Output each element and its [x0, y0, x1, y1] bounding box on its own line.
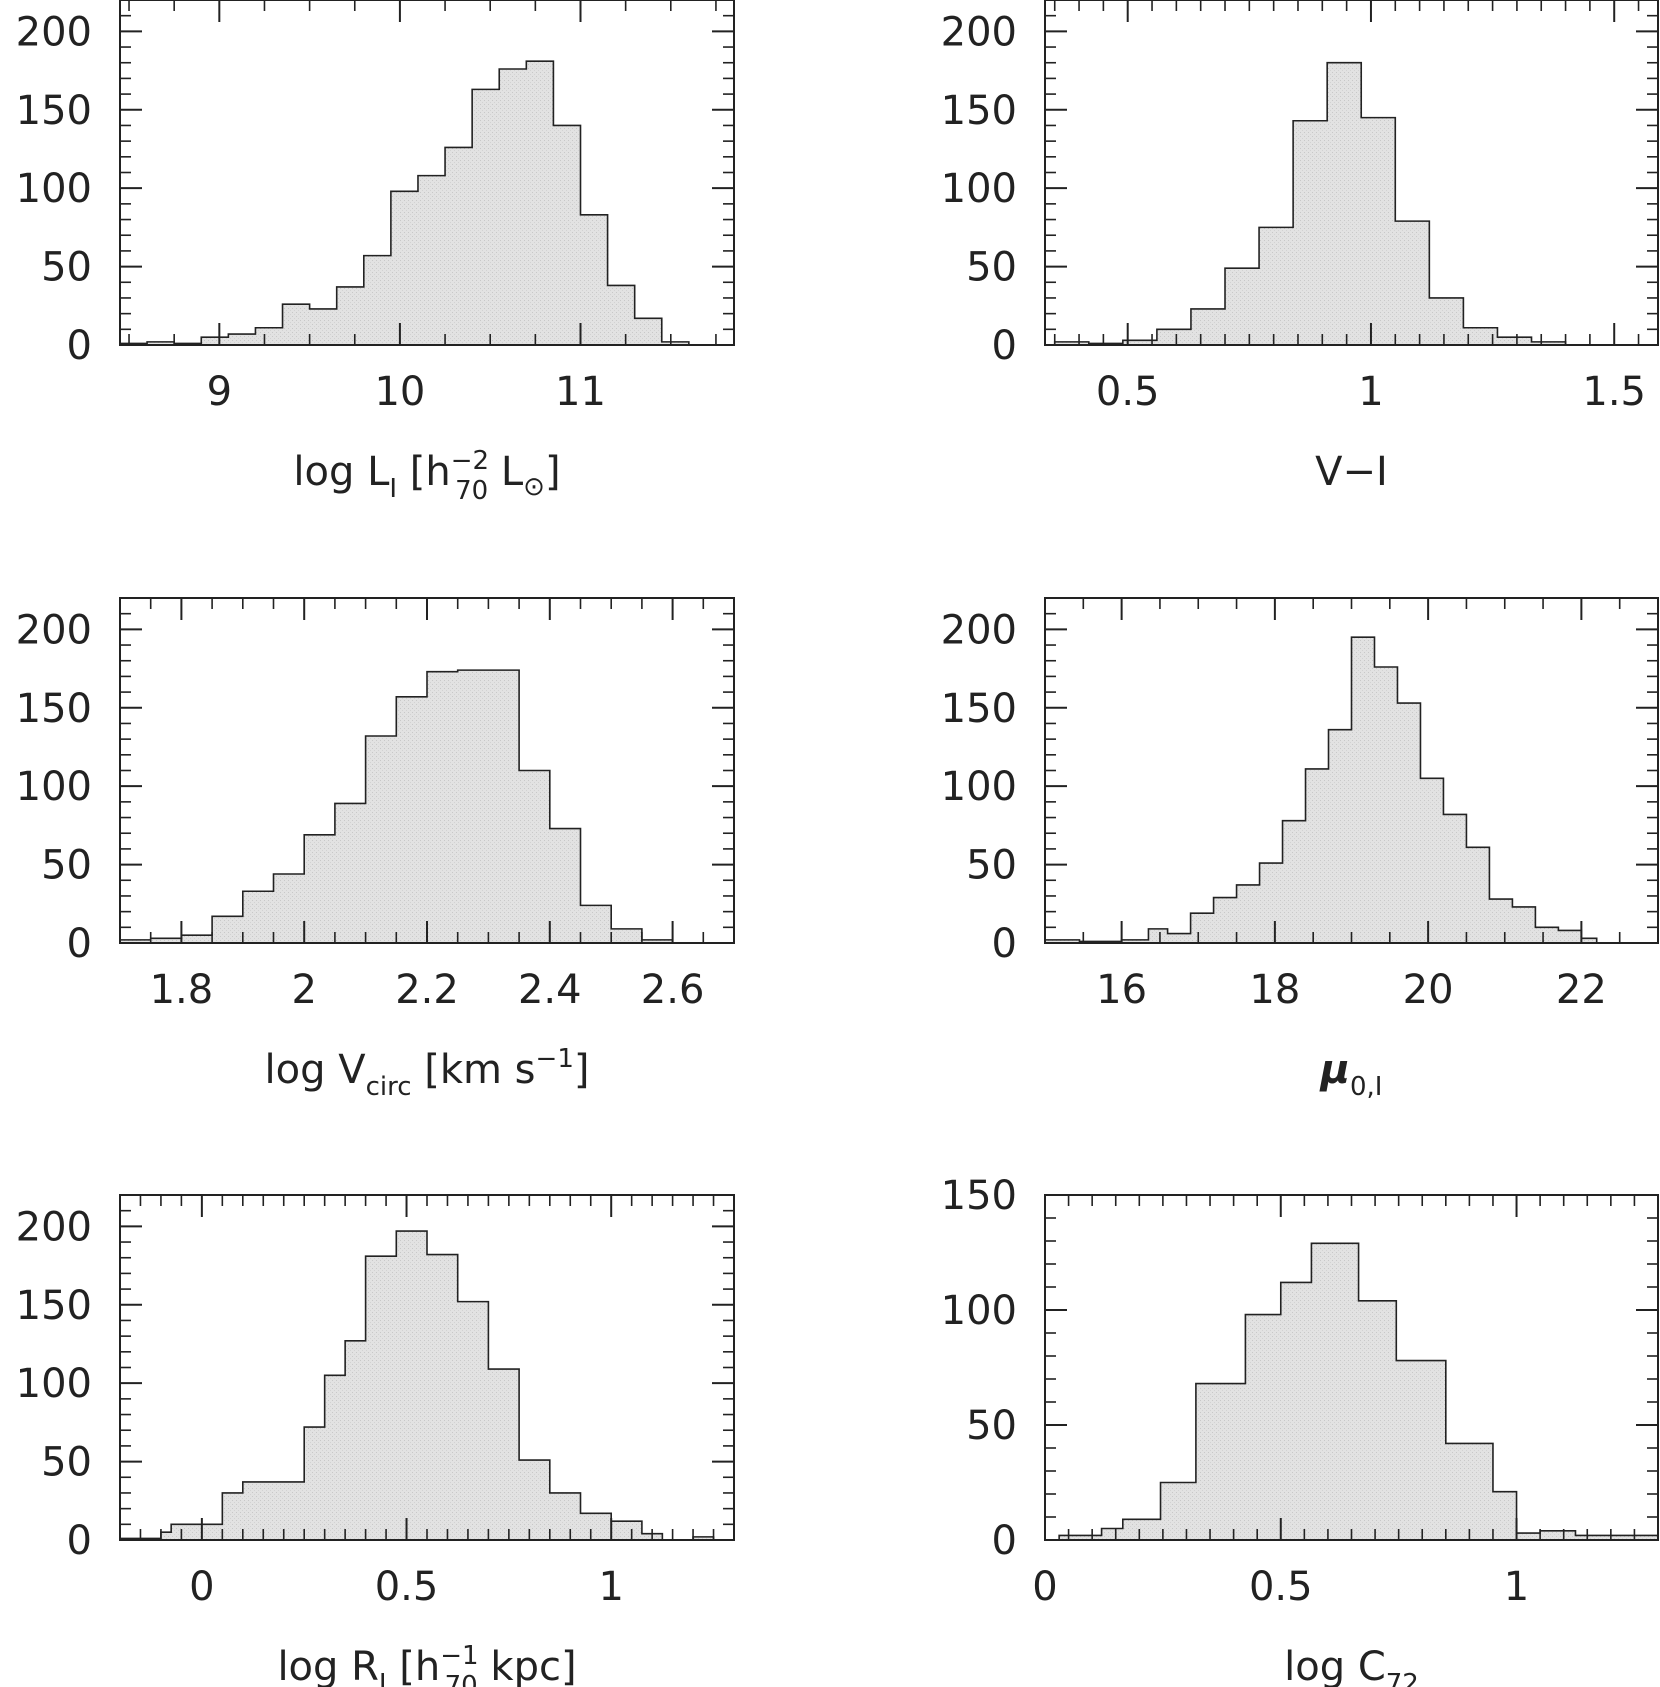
y-tick-label: 200 [16, 607, 92, 653]
y-tick-label: 100 [16, 166, 92, 212]
x-tick-label: 20 [1403, 967, 1454, 1013]
histogram-outline [1053, 61, 1600, 346]
y-tick-label: 100 [941, 166, 1017, 212]
panel-3: 1.8 2 2.2 2.4 2.6 0 50 100 150 200 log Vcirc [km s… [16, 597, 735, 1102]
x-tick-label: 18 [1249, 967, 1300, 1013]
panel-1: 9 10 11 0 50 100 150 200 log LI [h−2 70 L⊙] [16, 0, 735, 506]
histogram-fill [120, 670, 673, 943]
y-tick-label: 100 [16, 764, 92, 810]
x-axis-title-subscript: 0,I [1350, 1072, 1382, 1102]
x-axis-title-base: V−I [1315, 449, 1388, 495]
y-tick-label: 0 [992, 323, 1017, 369]
x-tick-label: 0 [1032, 1564, 1057, 1610]
x-axis-title-bracket: [km s [412, 1047, 536, 1093]
panel-6: 0 0.5 1 0 50 100 150 log C72 [941, 1173, 1659, 1687]
x-axis-title-superscript: −1 [536, 1044, 574, 1074]
x-axis-title: μ0,I [1319, 1047, 1383, 1102]
y-tick-label: 0 [67, 323, 92, 369]
y-tick-label: 50 [41, 1440, 92, 1486]
x-axis-title: V−I [1315, 449, 1388, 495]
y-tick-label: 150 [16, 686, 92, 732]
x-tick-label: 2 [291, 967, 316, 1013]
x-axis-title-close: ] [574, 1047, 590, 1093]
x-axis-title-subscript: circ [366, 1072, 412, 1102]
x-tick-label: 16 [1096, 967, 1147, 1013]
x-tick-label: 1 [1504, 1564, 1529, 1610]
x-axis-title-bracket: [h [397, 449, 451, 495]
histogram-fill [120, 1231, 714, 1540]
y-tick-label: 0 [67, 921, 92, 967]
x-axis-title-unit: kpc [478, 1644, 561, 1687]
y-tick-label: 50 [966, 1403, 1017, 1449]
panel-4: 16 18 20 22 0 50 100 150 200 μ0,I [941, 597, 1659, 1102]
x-axis-title-symbol: μ [1319, 1047, 1350, 1093]
histogram-fill [120, 61, 689, 346]
x-axis-title-subscript: 70 [455, 476, 488, 506]
y-tick-label: 200 [16, 9, 92, 55]
x-tick-label: 10 [374, 369, 425, 415]
y-tick-label: 100 [941, 764, 1017, 810]
x-tick-label: 1 [598, 1564, 623, 1610]
y-tick-label: 200 [941, 9, 1017, 55]
y-tick-label: 150 [941, 686, 1017, 732]
y-tick-label: 200 [941, 607, 1017, 653]
x-axis-title-base: log R [277, 1644, 378, 1687]
histogram-outline [119, 1230, 715, 1541]
histogram-fill [1045, 637, 1597, 943]
y-tick-label: 0 [992, 1518, 1017, 1564]
y-tick-label: 150 [16, 88, 92, 134]
y-tick-label: 150 [16, 1283, 92, 1329]
x-axis-title-subscript: I [389, 474, 397, 504]
x-tick-label: 0 [189, 1564, 214, 1610]
y-tick-label: 50 [966, 843, 1017, 889]
x-tick-label: 0.5 [1096, 369, 1160, 415]
panel-2: 0.5 1 1.5 0 50 100 150 200 V−I [941, 0, 1659, 495]
x-axis-title-superscript: −2 [451, 446, 489, 476]
y-tick-label: 0 [992, 921, 1017, 967]
x-axis-title-base: log V [265, 1047, 367, 1093]
y-tick-label: 150 [941, 1173, 1017, 1219]
y-tick-label: 150 [941, 88, 1017, 134]
x-tick-label: 2.2 [395, 967, 459, 1013]
y-tick-label: 100 [941, 1288, 1017, 1334]
x-axis-title: log Vcirc [km s−1] [265, 1044, 590, 1102]
x-tick-label: 1.8 [150, 967, 214, 1013]
y-tick-label: 50 [966, 245, 1017, 291]
x-axis-title-base: log C [1284, 1644, 1386, 1687]
x-tick-label: 2.6 [641, 967, 705, 1013]
x-tick-label: 22 [1556, 967, 1607, 1013]
x-tick-label: 1 [1358, 369, 1383, 415]
y-tick-label: 50 [41, 843, 92, 889]
x-axis-title-subscript: I [379, 1669, 387, 1687]
histogram-outline [119, 60, 690, 345]
y-tick-label: 50 [41, 245, 92, 291]
x-axis-title-close: ] [545, 449, 561, 495]
histogram-outline [1044, 636, 1598, 943]
x-tick-label: 1.5 [1582, 369, 1646, 415]
x-axis-title-close: ] [561, 1644, 577, 1687]
x-tick-label: 2.4 [518, 967, 582, 1013]
x-axis-title: log LI [h−2 70 L⊙] [293, 446, 560, 506]
histogram-fill [1059, 1243, 1658, 1540]
x-axis-title-subscript: 70 [445, 1671, 478, 1687]
x-tick-label: 11 [555, 369, 606, 415]
panel-5: 0 0.5 1 0 50 100 150 200 log RI [h−1 70 kpc] [16, 1194, 735, 1687]
x-tick-label: 9 [207, 369, 232, 415]
x-axis-title-sun-symbol: ⊙ [523, 472, 545, 502]
x-axis-title-bracket: [h [387, 1644, 441, 1687]
x-axis-title-superscript: −1 [440, 1641, 478, 1671]
y-tick-label: 200 [16, 1204, 92, 1250]
y-tick-label: 0 [67, 1518, 92, 1564]
x-axis-title: log C72 [1284, 1644, 1419, 1687]
x-tick-label: 0.5 [375, 1564, 439, 1610]
x-axis-title-base: log L [293, 449, 390, 495]
histogram-fill [1054, 62, 1600, 346]
x-axis-title-subscript: 72 [1386, 1669, 1419, 1687]
x-axis-title: log RI [h−1 70 kpc] [277, 1641, 576, 1687]
x-axis-title-unit: L [488, 449, 524, 495]
histogram-outline [1058, 1242, 1659, 1540]
y-tick-label: 100 [16, 1361, 92, 1407]
x-tick-label: 0.5 [1249, 1564, 1313, 1610]
